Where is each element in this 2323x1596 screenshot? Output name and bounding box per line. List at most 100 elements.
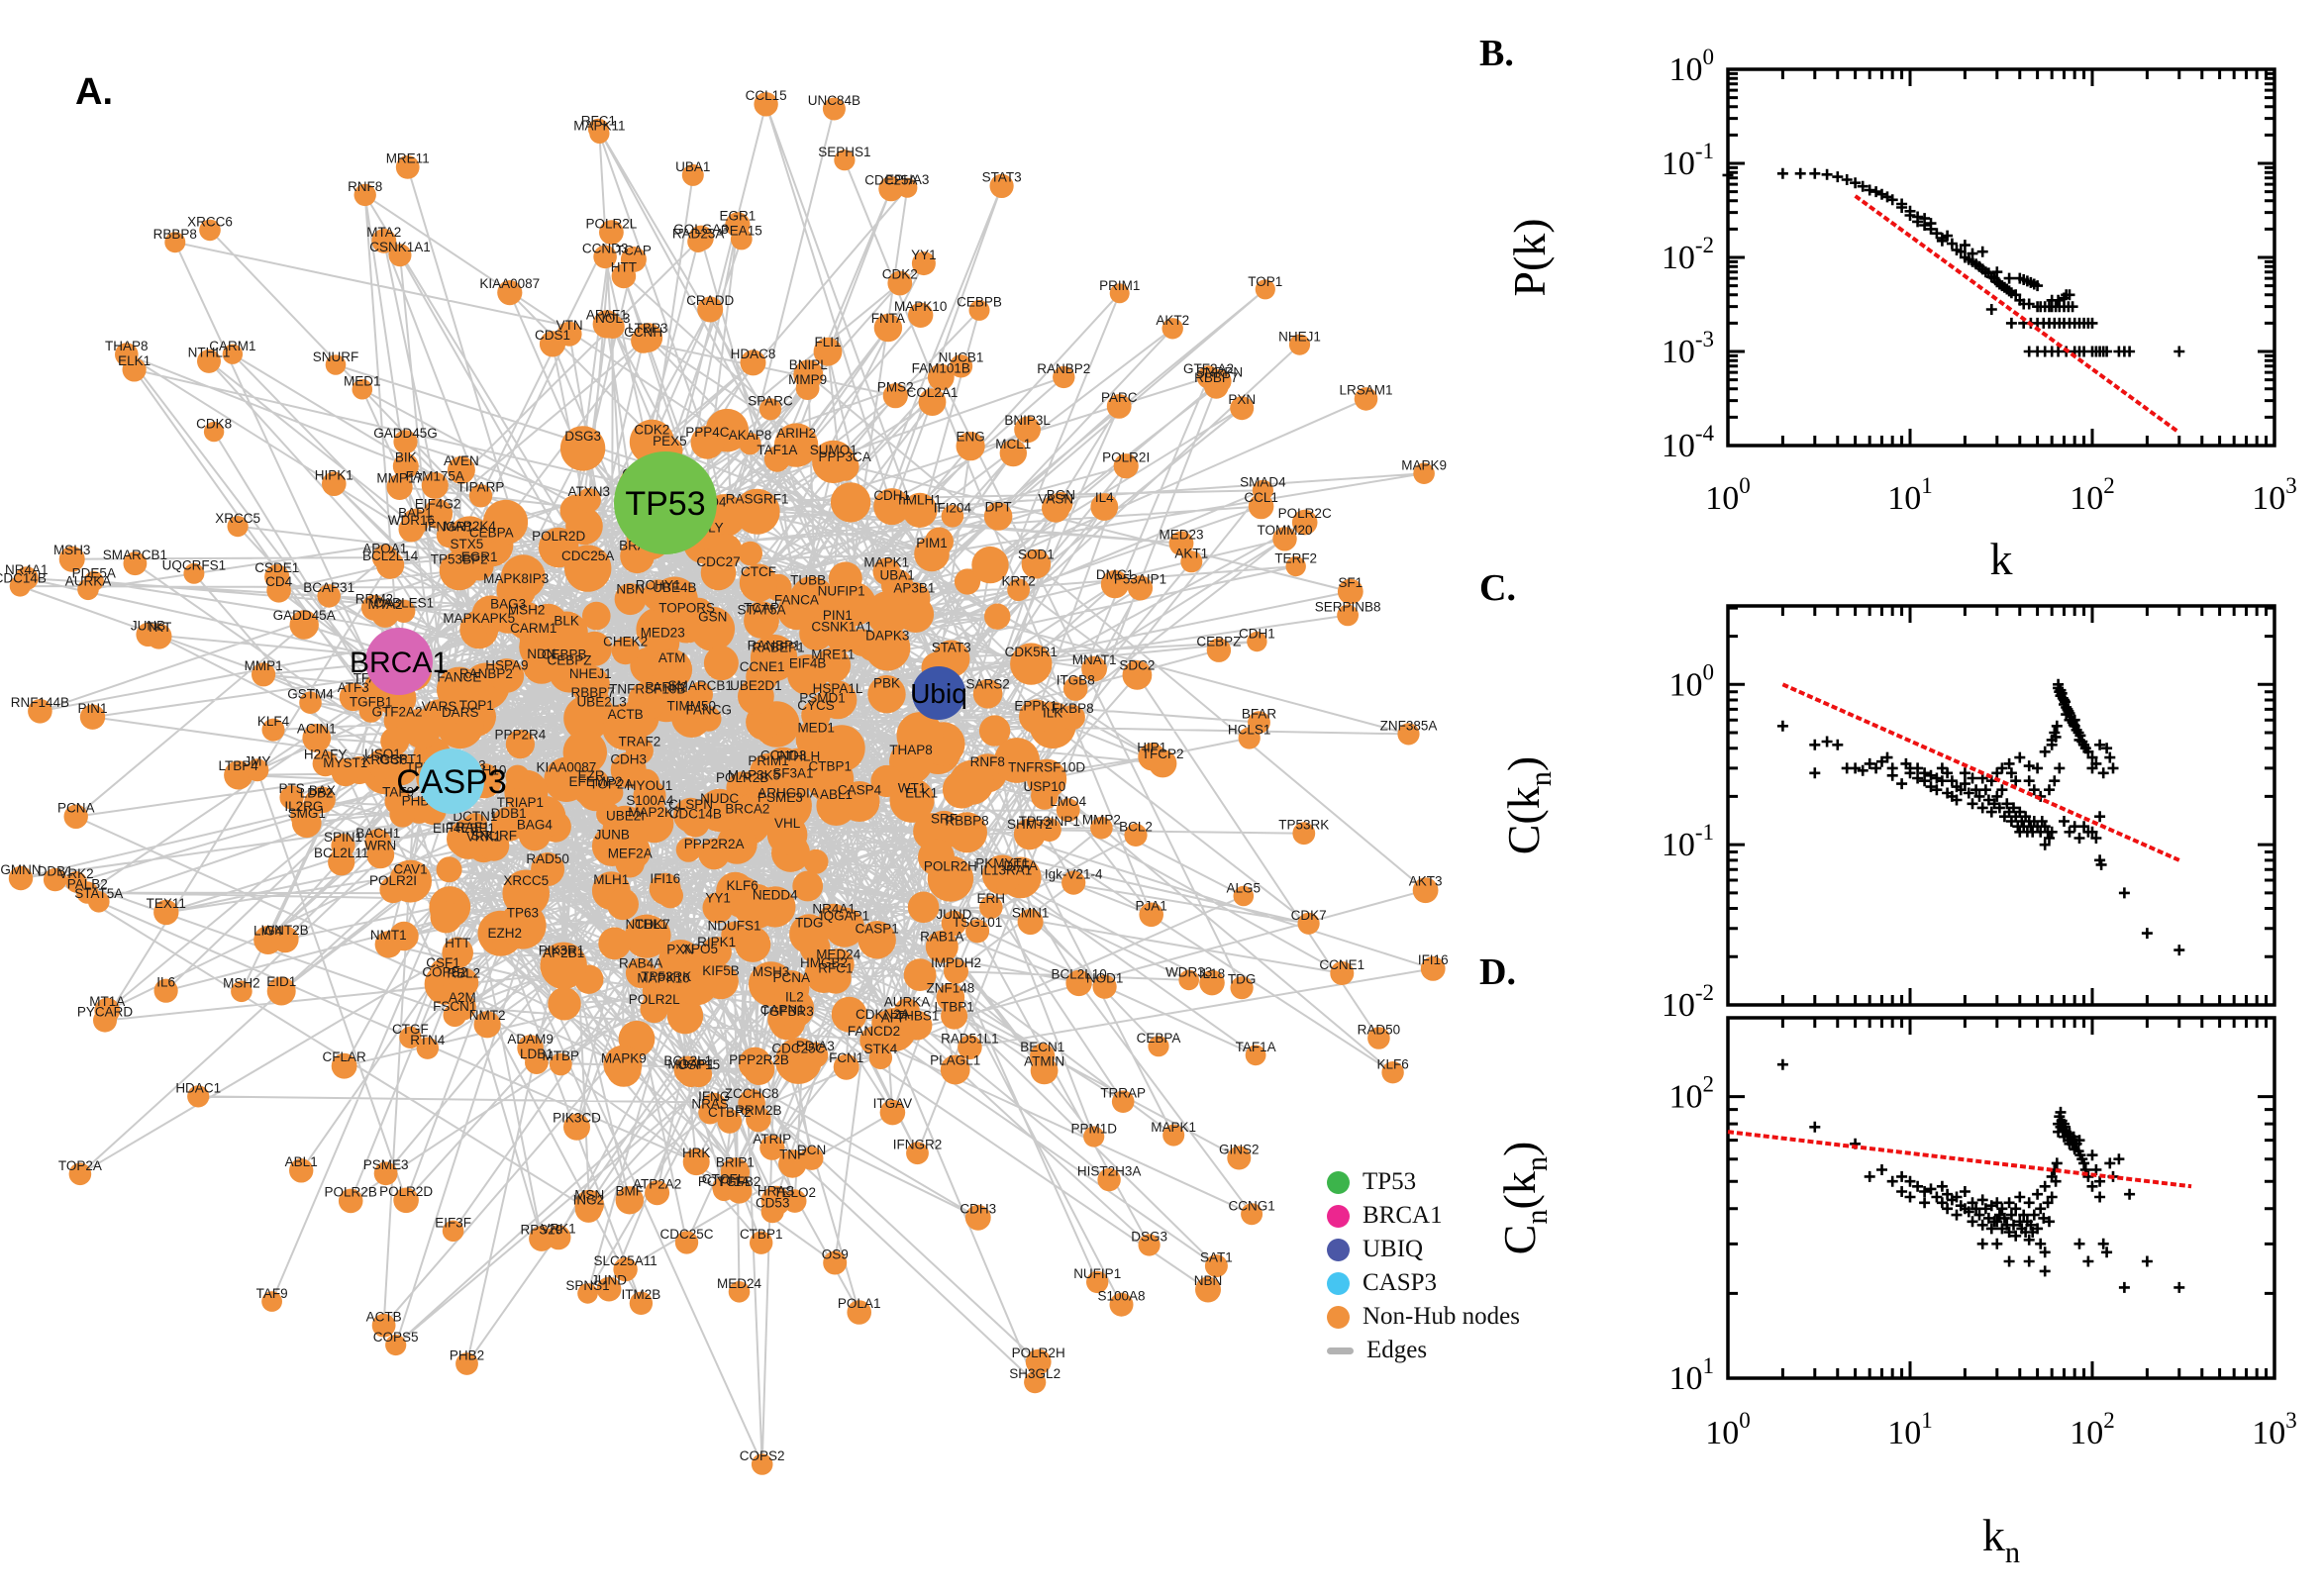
svg-text:POLR2L: POLR2L — [586, 216, 638, 231]
network-node — [1233, 885, 1255, 907]
svg-text:POLR2H: POLR2H — [1012, 1346, 1065, 1360]
svg-text:NBN: NBN — [1194, 1273, 1223, 1288]
svg-text:PIM1: PIM1 — [916, 536, 948, 550]
svg-text:RANBP2: RANBP2 — [1037, 361, 1090, 376]
network-node — [826, 621, 858, 653]
network-node — [1065, 969, 1092, 997]
network-node — [371, 228, 397, 253]
network-node — [984, 603, 1011, 630]
svg-text:IL6: IL6 — [156, 975, 175, 990]
network-node — [830, 482, 871, 523]
network-node — [871, 1011, 894, 1034]
network-node — [795, 376, 820, 400]
svg-text:CYCS: CYCS — [797, 698, 835, 713]
svg-text:ARHGDIA: ARHGDIA — [758, 785, 819, 800]
network-node — [153, 978, 178, 1003]
network-node — [136, 622, 160, 648]
network-node — [115, 343, 139, 366]
svg-text:MAP2K4: MAP2K4 — [444, 519, 497, 534]
svg-text:NUDC: NUDC — [700, 791, 739, 806]
svg-text:STX5: STX5 — [451, 537, 484, 551]
svg-text:IFI16: IFI16 — [1418, 952, 1449, 967]
svg-text:OS9: OS9 — [822, 1247, 849, 1261]
network-node — [1081, 655, 1107, 682]
svg-text:PEX5: PEX5 — [653, 434, 687, 449]
network-node — [380, 727, 410, 756]
tick-label: 100 — [1669, 45, 1715, 88]
network-node — [1381, 1061, 1404, 1084]
svg-text:TSG101: TSG101 — [953, 915, 1002, 930]
svg-text:RAD51L1: RAD51L1 — [941, 1031, 999, 1046]
svg-text:LTBP3: LTBP3 — [628, 321, 667, 336]
network-node — [366, 841, 395, 869]
svg-text:POLR2B: POLR2B — [325, 1185, 377, 1200]
svg-text:SAT1: SAT1 — [1200, 1250, 1233, 1265]
svg-text:NOD1: NOD1 — [1086, 970, 1124, 985]
network-node — [1007, 578, 1030, 602]
tick-label: 103 — [2252, 473, 2297, 517]
svg-text:MAPK10: MAPK10 — [637, 971, 689, 986]
network-node — [1092, 974, 1117, 999]
svg-text:TRAF2: TRAF2 — [619, 734, 661, 748]
svg-text:PPP4C: PPP4C — [685, 425, 730, 440]
svg-text:TOP2A: TOP2A — [589, 776, 633, 791]
network-node — [1204, 1254, 1228, 1278]
network-node — [183, 562, 205, 584]
svg-text:RBL2: RBL2 — [447, 965, 480, 980]
network-node — [65, 871, 87, 893]
network-node — [540, 942, 587, 989]
svg-text:ITM2B: ITM2B — [622, 1287, 661, 1302]
network-node — [593, 245, 617, 269]
tick-label: 10-3 — [1662, 327, 1714, 370]
svg-text:POLR2D: POLR2D — [532, 529, 585, 544]
network-legend: TP53 BRCA1 UBIQ CASP3 Non-Hub nodes Edges — [1327, 1168, 1520, 1363]
x-axis-title: k — [1990, 534, 2013, 584]
svg-text:RAB1A: RAB1A — [920, 929, 963, 944]
network-node — [545, 611, 588, 654]
svg-text:CDH3: CDH3 — [610, 751, 647, 766]
network-node — [615, 1186, 644, 1215]
svg-text:PDIA3: PDIA3 — [796, 1039, 835, 1053]
svg-text:MLH1: MLH1 — [593, 872, 629, 887]
svg-text:FAM175A: FAM175A — [406, 469, 464, 484]
svg-text:KLF6: KLF6 — [727, 878, 758, 893]
panel-b-plot: 100 10-1 10-2 10-3 10-4 100 101 102 103 k P(k) — [1504, 45, 2297, 584]
svg-text:BNIPL: BNIPL — [789, 357, 829, 372]
network-node — [522, 646, 561, 684]
svg-text:LIG4: LIG4 — [253, 923, 283, 938]
legend-label: CASP3 — [1363, 1269, 1438, 1296]
svg-text:CDC25A: CDC25A — [561, 549, 614, 563]
svg-text:ATMIN: ATMIN — [1024, 1054, 1064, 1069]
node-swatch-icon — [1327, 1305, 1350, 1329]
network-node — [1037, 818, 1061, 843]
svg-text:NHEJ1: NHEJ1 — [569, 666, 612, 681]
svg-text:PMS2: PMS2 — [877, 379, 914, 394]
network-node — [1412, 877, 1439, 904]
svg-text:H2AFY: H2AFY — [304, 748, 348, 762]
svg-text:RASGRF1: RASGRF1 — [726, 492, 789, 507]
network-node — [79, 704, 106, 730]
svg-text:CDH1: CDH1 — [1239, 626, 1275, 641]
network-node — [681, 163, 704, 186]
legend-label: Edges — [1366, 1337, 1428, 1363]
svg-text:WNT2B: WNT2B — [261, 923, 308, 938]
svg-text:XRCC5: XRCC5 — [215, 511, 260, 526]
network-node — [631, 328, 656, 353]
network-node — [873, 488, 911, 526]
legend-label: TP53 — [1363, 1168, 1417, 1195]
svg-text:SMARCB1: SMARCB1 — [668, 678, 733, 693]
svg-text:CTCFL: CTCFL — [702, 1172, 746, 1187]
network-node — [728, 1281, 751, 1303]
tick-label: 100 — [1705, 1408, 1751, 1451]
svg-text:SNRPN: SNRPN — [1196, 365, 1243, 380]
network-node — [1199, 969, 1225, 996]
svg-text:MYST1: MYST1 — [323, 755, 367, 770]
svg-text:IFI16: IFI16 — [650, 871, 680, 886]
network-node — [941, 505, 964, 528]
svg-text:EPPK1: EPPK1 — [1014, 699, 1058, 714]
network-node — [1245, 1045, 1266, 1066]
network-node — [68, 1162, 92, 1186]
svg-text:CDH1: CDH1 — [873, 488, 910, 503]
network-node — [539, 331, 566, 357]
svg-text:CTGF: CTGF — [392, 1022, 429, 1037]
